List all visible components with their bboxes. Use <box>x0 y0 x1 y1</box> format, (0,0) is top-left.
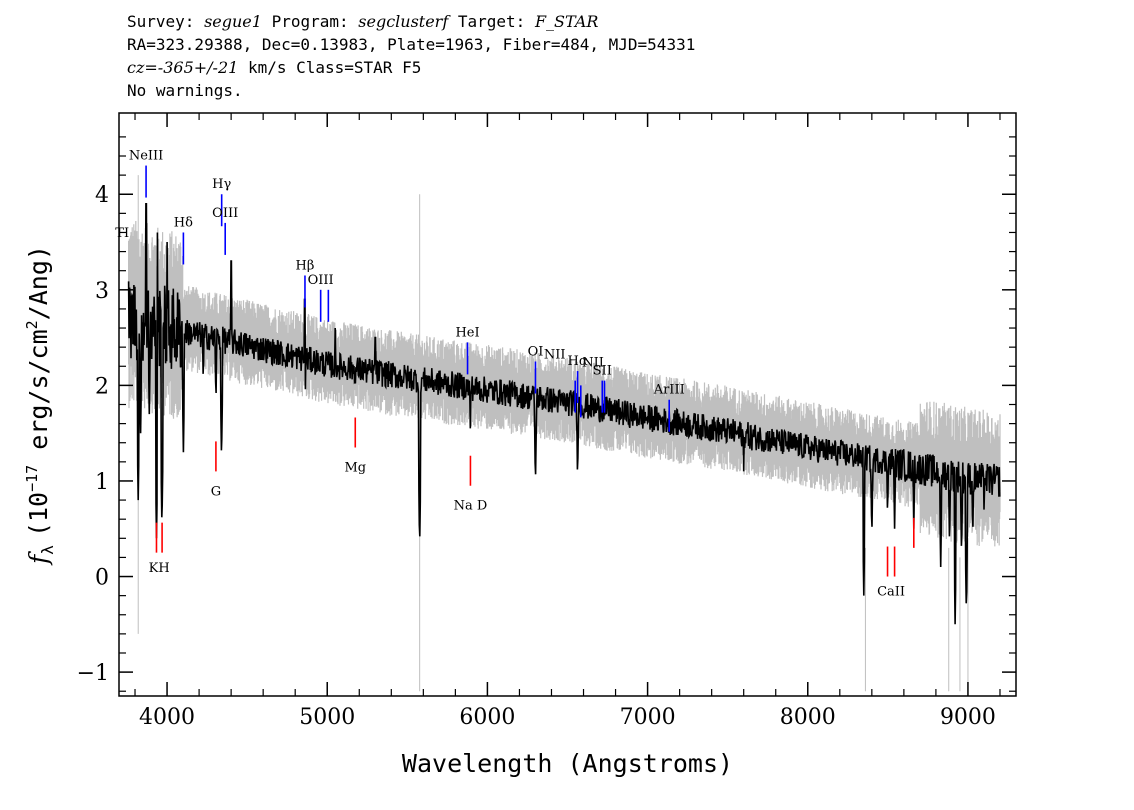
header-line-survey: Survey: segue1 Program: segclusterf Targ… <box>127 10 695 33</box>
program-label: Program: <box>261 12 359 31</box>
program-value: segclusterf <box>358 12 449 31</box>
x-axis-title: Wavelength (Angstroms) <box>402 749 733 778</box>
spectrum-header: Survey: segue1 Program: segclusterf Targ… <box>127 10 695 102</box>
axis-ticks-layer: 4000 5000 6000 7000 8000 9000 −1 0 1 2 3 4 <box>77 113 1016 730</box>
emission-line-label: Hδ <box>174 215 193 230</box>
header-line-coords: RA=323.29388, Dec=0.13983, Plate=1963, F… <box>127 35 696 54</box>
y-axis-unit-pre: (10 <box>24 492 53 537</box>
x-tick-label: 9000 <box>940 705 996 730</box>
emission-line-label: NII <box>582 355 604 370</box>
header-line-redshift: cz=-365+/-21 km/s Class=STAR F5 <box>127 56 695 79</box>
x-tick-label: 4000 <box>139 705 195 730</box>
y-tick-label: −1 <box>77 661 109 686</box>
emission-line-label: NeIII <box>129 149 163 164</box>
emission-line-label: Hγ <box>212 177 231 192</box>
y-tick-label: 2 <box>95 374 109 399</box>
header-line-warnings: No warnings. <box>127 81 243 100</box>
x-tick-label: 8000 <box>780 705 836 730</box>
cz-value: cz=-365+/-21 <box>127 58 239 77</box>
emission-line-label: SII <box>593 364 612 379</box>
emission-line-label: Hα <box>568 354 588 369</box>
class-value: km/s Class=STAR F5 <box>238 58 422 77</box>
emission-line-label: OI <box>528 344 544 359</box>
survey-value: segue1 <box>204 12 262 31</box>
emission-line-label: OIII <box>212 206 238 221</box>
y-tick-label: 1 <box>95 470 109 495</box>
emission-line-label: OIII <box>308 273 334 288</box>
emission-line-label: TI <box>115 226 129 241</box>
target-value: F_STAR <box>534 12 599 31</box>
y-axis-unit-mid: erg/s/cm <box>24 329 53 464</box>
x-tick-label: 6000 <box>459 705 515 730</box>
emission-line-label: NII <box>544 348 566 363</box>
absorption-line-label: KH <box>149 561 170 576</box>
y-axis-symbol-sub: λ <box>38 545 57 555</box>
y-axis-unit-exp2: 2 <box>23 320 41 329</box>
target-label: Target: <box>448 12 535 31</box>
y-tick-label: 4 <box>95 183 109 208</box>
y-tick-label: 0 <box>95 566 109 591</box>
line-markers-layer: NeIIIHδHγOIIIHβOIIIHeIOIHαSIIArIIINIINII… <box>115 149 915 600</box>
y-axis-symbol: f <box>24 551 53 566</box>
survey-label: Survey: <box>127 12 205 31</box>
x-tick-label: 5000 <box>299 705 355 730</box>
x-tick-label: 7000 <box>620 705 676 730</box>
emission-line-label: Hβ <box>296 258 315 273</box>
flux-series <box>127 203 1001 625</box>
absorption-line-label: CaII <box>877 585 905 600</box>
y-axis-unit-post: /Ang) <box>24 245 53 320</box>
absorption-line-label: G <box>211 484 221 499</box>
noise-envelope-layer <box>128 175 1001 692</box>
flux-layer <box>127 203 1001 625</box>
emission-line-label: ArIII <box>653 383 685 398</box>
y-tick-label: 3 <box>95 279 109 304</box>
y-axis-unit-exp: −17 <box>23 465 41 492</box>
emission-line-label: HeI <box>455 325 479 340</box>
absorption-line-label: Na D <box>454 499 488 514</box>
y-axis-title: fλ (10−17 erg/s/cm2/Ang) <box>23 245 57 566</box>
absorption-line-label: Mg <box>344 460 366 475</box>
noise-envelope <box>128 221 1001 547</box>
